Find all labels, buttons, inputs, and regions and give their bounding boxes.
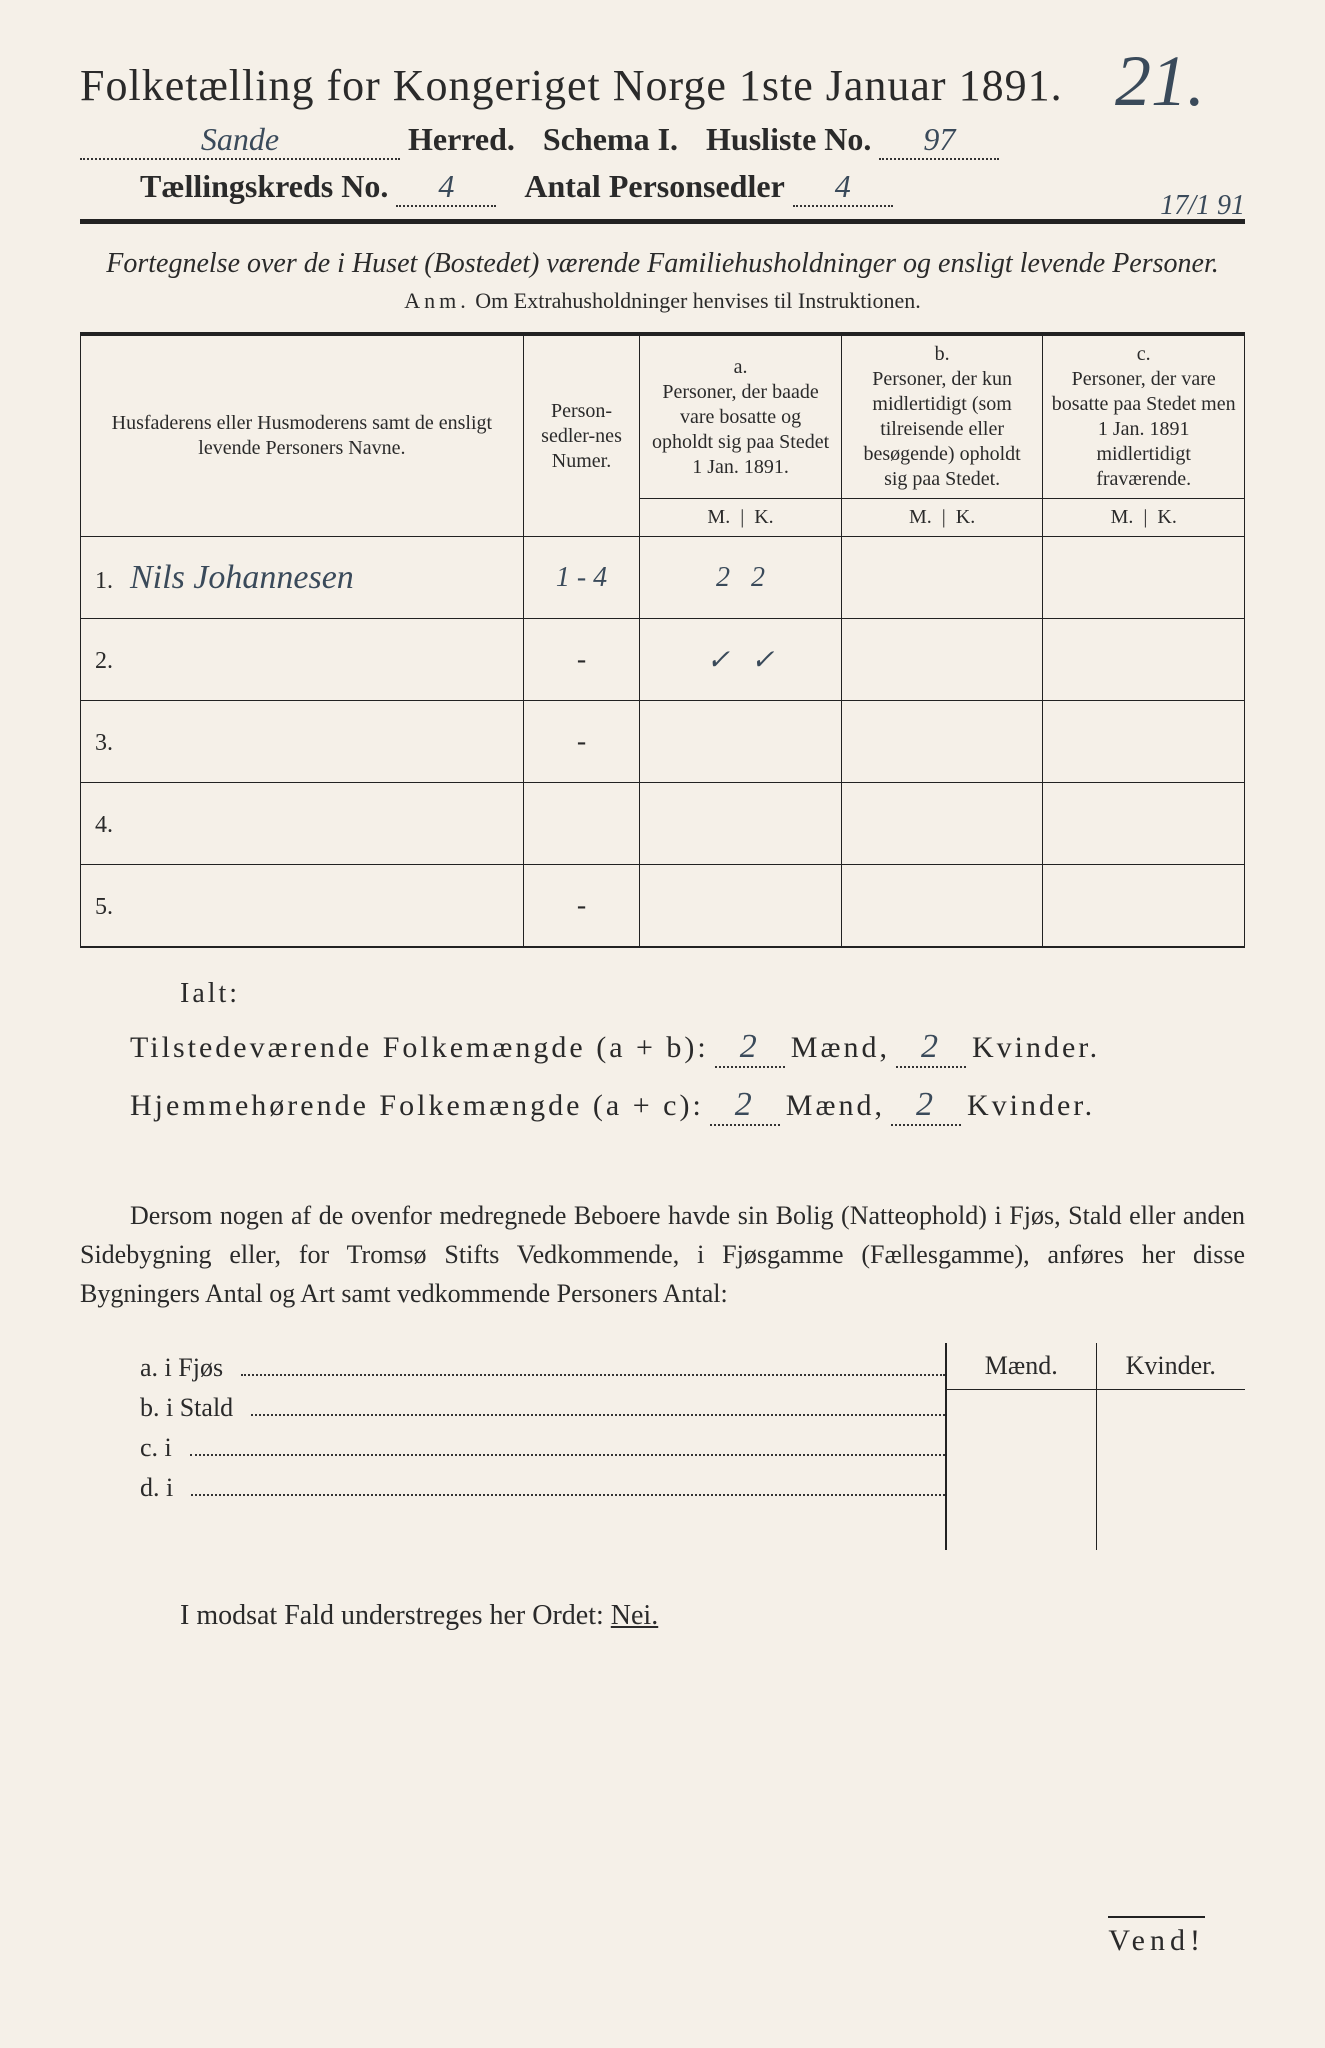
sb-maend-header: Mænd. <box>947 1343 1097 1389</box>
sb-d: d. i <box>140 1473 173 1503</box>
col-b-top: b. <box>850 342 1035 367</box>
form-title: Folketælling for Kongeriget Norge 1ste J… <box>80 60 1245 111</box>
col-c-mk: M. | K. <box>1043 499 1245 537</box>
vend-label: Vend! <box>1108 1916 1205 1958</box>
nei-word: Nei. <box>611 1600 658 1631</box>
col-num-header: Person-sedler-nes Numer. <box>523 334 640 537</box>
kreds-line: Tællingskreds No. 4 Antal Personsedler 4 <box>80 168 1245 207</box>
household-table: Husfaderens eller Husmoderens samt de en… <box>80 332 1245 948</box>
herred-line: Sande Herred. Schema I. Husliste No. 97 <box>80 121 1245 160</box>
kreds-label: Tællingskreds No. <box>140 168 388 205</box>
col-a-top: a. <box>648 355 833 380</box>
person-name: Nils Johannesen <box>130 559 354 596</box>
kreds-value: 4 <box>396 168 496 207</box>
sedler-cell: 1 - 4 <box>523 537 640 619</box>
col-a-header: a. Personer, der baade vare bosatte og o… <box>640 334 842 499</box>
sum1-k: 2 <box>896 1028 966 1068</box>
herred-label: Herred. <box>408 121 515 158</box>
col-a-text: Personer, der baade vare bosatte og opho… <box>648 380 833 480</box>
census-form-page: 21. Folketælling for Kongeriget Norge 1s… <box>80 60 1245 1968</box>
table-row: 1. Nils Johannesen 1 - 4 2 2 <box>81 537 1245 619</box>
col-b-header: b. Personer, der kun midlertidigt (som t… <box>841 334 1043 499</box>
sum1-m: 2 <box>715 1028 785 1068</box>
sidebygning-section: a. i Fjøs b. i Stald c. i d. i Mænd. Kvi… <box>80 1343 1245 1550</box>
sum2-label: Hjemmehørende Folkemængde (a + c): <box>130 1089 704 1123</box>
sb-maend-cell <box>947 1390 1097 1550</box>
ialt-label: Ialt: <box>80 978 1245 1010</box>
table-row: 4. <box>81 783 1245 865</box>
modsat-line: I modsat Fald understreges her Ordet: Ne… <box>80 1600 1245 1632</box>
sum2-k: 2 <box>891 1086 961 1126</box>
sb-kvinder-header: Kvinder. <box>1097 1343 1246 1389</box>
sidebygning-paragraph: Dersom nogen af de ovenfor medregnede Be… <box>80 1196 1245 1313</box>
table-row: 2. - ✓ ✓ <box>81 619 1245 701</box>
c-cell <box>1043 537 1245 619</box>
sb-kvinder-cell <box>1097 1390 1246 1550</box>
herred-value: Sande <box>80 121 400 160</box>
table-row: 3. - <box>81 701 1245 783</box>
sum1-label: Tilstedeværende Folkemængde (a + b): <box>130 1031 709 1065</box>
table-row: 5. - <box>81 865 1245 947</box>
col-c-text: Personer, der vare bosatte paa Stedet me… <box>1051 367 1236 492</box>
col-b-mk: M. | K. <box>841 499 1043 537</box>
col-b-text: Personer, der kun midlertidigt (som tilr… <box>850 367 1035 492</box>
col-a-mk: M. | K. <box>640 499 842 537</box>
sb-b: b. i Stald <box>140 1393 233 1423</box>
antal-label: Antal Personsedler <box>524 168 784 205</box>
subtitle: Fortegnelse over de i Huset (Bostedet) v… <box>80 246 1245 282</box>
husliste-label: Husliste No. <box>706 121 871 158</box>
a-cell: 2 2 <box>640 537 842 619</box>
antal-value: 4 <box>793 168 893 207</box>
col-c-top: c. <box>1051 342 1236 367</box>
col-c-header: c. Personer, der vare bosatte paa Stedet… <box>1043 334 1245 499</box>
sidebygning-list: a. i Fjøs b. i Stald c. i d. i <box>80 1343 945 1550</box>
sidebygning-counts: Mænd. Kvinder. <box>945 1343 1245 1550</box>
anm-text: Om Extrahusholdninger henvises til Instr… <box>475 288 920 313</box>
sum-resident: Hjemmehørende Folkemængde (a + c): 2 Mæn… <box>80 1086 1245 1126</box>
sum-present: Tilstedeværende Folkemængde (a + b): 2 M… <box>80 1028 1245 1068</box>
sb-a: a. i Fjøs <box>140 1353 223 1383</box>
anm-label: Anm. <box>404 288 470 313</box>
sum2-m: 2 <box>710 1086 780 1126</box>
side-date: 17/1 91 <box>1160 190 1245 222</box>
schema-label: Schema I. <box>543 121 678 158</box>
husliste-value: 97 <box>879 121 999 160</box>
rule-1 <box>80 219 1245 224</box>
sb-c: c. i <box>140 1433 172 1463</box>
page-corner-number: 21. <box>1115 40 1205 123</box>
b-cell <box>841 537 1043 619</box>
anm-line: Anm. Om Extrahusholdninger henvises til … <box>80 288 1245 314</box>
col-name-header: Husfaderens eller Husmoderens samt de en… <box>81 334 524 537</box>
